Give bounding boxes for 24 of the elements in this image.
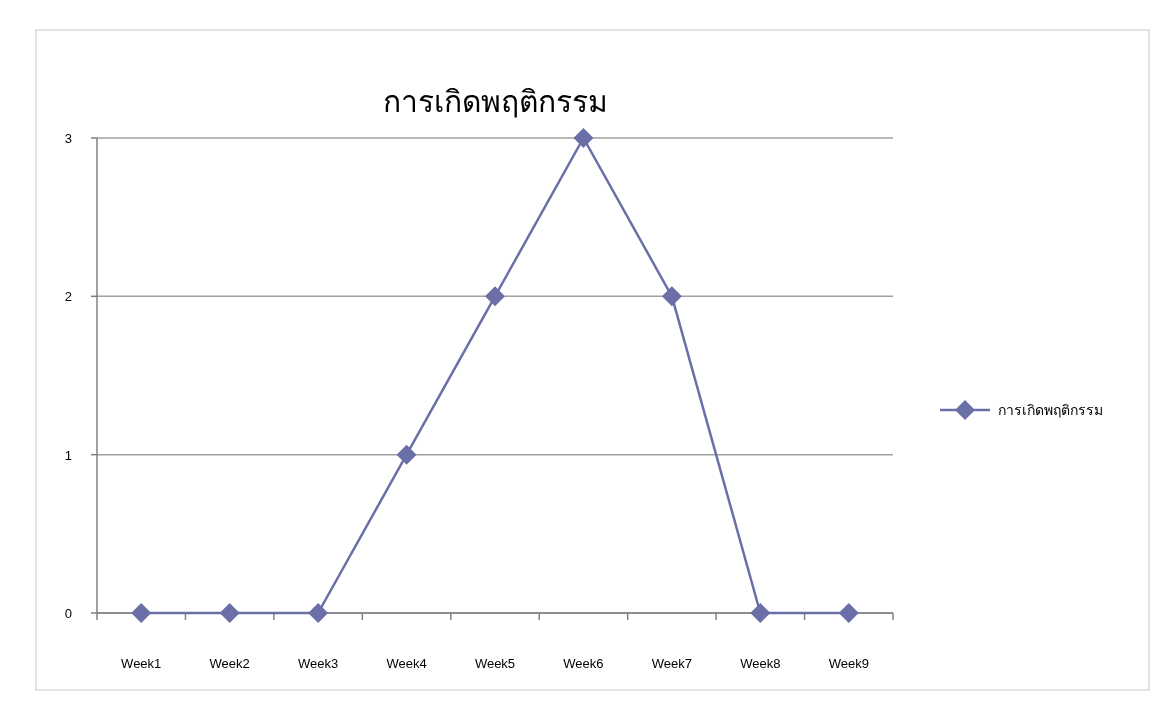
x-tick-label: Week4 xyxy=(386,656,427,671)
legend-label: การเกิดพฤติกรรม xyxy=(998,402,1103,418)
point xyxy=(750,603,771,623)
point xyxy=(219,603,240,623)
point xyxy=(485,286,505,307)
x-tick-label: Week9 xyxy=(828,656,869,671)
x-tick-label: Week5 xyxy=(474,656,516,671)
x-tick-label: Week3 xyxy=(297,656,339,671)
y-tick-label: 3 xyxy=(64,131,72,146)
x-tick-label: Week8 xyxy=(740,656,781,671)
point xyxy=(838,603,859,623)
y-tick-label: 0 xyxy=(64,606,72,621)
y-tick-label: 1 xyxy=(64,447,72,463)
point xyxy=(661,286,682,307)
x-tick-label: Week1 xyxy=(121,656,162,671)
x-tick-label: Week2 xyxy=(209,656,250,671)
chart-title: การเกิดพฤติกรรม xyxy=(382,85,608,118)
point xyxy=(396,444,417,465)
point xyxy=(573,128,594,148)
x-tick-label: Week7 xyxy=(651,656,693,671)
point xyxy=(131,603,152,623)
y-tick-label: 2 xyxy=(64,289,72,305)
point xyxy=(308,603,329,623)
x-tick-label: Week6 xyxy=(563,656,604,671)
